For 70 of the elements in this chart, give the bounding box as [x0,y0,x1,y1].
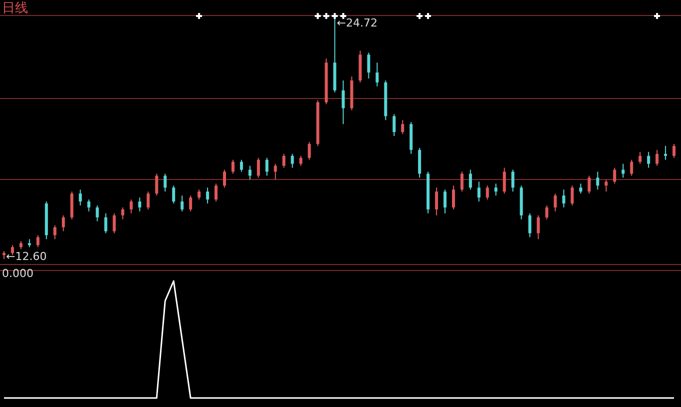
candlestick [367,52,370,79]
candlestick [138,197,142,212]
candlestick [494,183,498,196]
candlestick [62,214,65,232]
candlestick [198,189,201,200]
candlestick [130,199,133,214]
candlestick [146,191,150,210]
candlestick [672,143,676,158]
candlestick [376,62,379,87]
chart-title: 日线 [2,1,28,16]
candlestick [638,151,642,164]
candlestick [545,204,548,220]
candlestick [401,120,404,135]
candlestick [256,157,260,178]
candlestick [274,163,277,180]
candlestick [189,195,192,212]
candlestick [240,159,243,172]
candlestick [588,175,591,194]
candlestick [562,189,566,208]
candlestick [342,80,345,125]
candlestick [664,145,668,160]
candlestick [536,214,540,240]
annotation: ←24.72 [336,16,378,30]
candlestick [452,185,455,210]
candlestick [444,189,447,214]
candlestick [511,169,514,192]
candlestick [290,153,294,168]
candlestick [418,147,422,178]
candlestick [180,195,184,212]
candlestick [486,185,489,200]
candlestick [265,157,268,176]
candlestick [622,163,625,178]
candlestick [579,183,582,194]
candlestick [78,189,82,206]
text: 0.000 [2,267,34,280]
candlestick [231,159,234,174]
candlestick [570,185,574,206]
candlestick [214,183,218,202]
candlestick [155,173,158,196]
candlestick [223,169,226,188]
candlestick [630,159,634,176]
candlestick [248,165,252,180]
candlestick [604,179,608,192]
candlestick [96,204,99,222]
candlestick [596,171,600,190]
candlestick [656,149,659,166]
candlestick [70,191,74,220]
candlestick [87,199,90,212]
candlestick [460,171,464,192]
candlestick [468,169,472,190]
candlestick [502,167,506,194]
candlestick [613,167,616,184]
candlestick [554,193,557,212]
candlestick [206,187,210,204]
candlestick [164,173,167,192]
annotation: ←12.60 [6,250,47,264]
candlestick [36,234,40,248]
candlestick [477,181,480,202]
candlestick [282,153,286,168]
candlestick [53,224,56,240]
candlestick [104,212,108,234]
candlestick [435,187,438,216]
candlestick [121,206,124,220]
candlestick [308,141,311,160]
candlestick [528,212,532,238]
candlestick [172,185,176,204]
candlestick [392,114,396,137]
candlestick [647,151,650,168]
candlestick [112,212,116,234]
candlestick [299,155,302,166]
